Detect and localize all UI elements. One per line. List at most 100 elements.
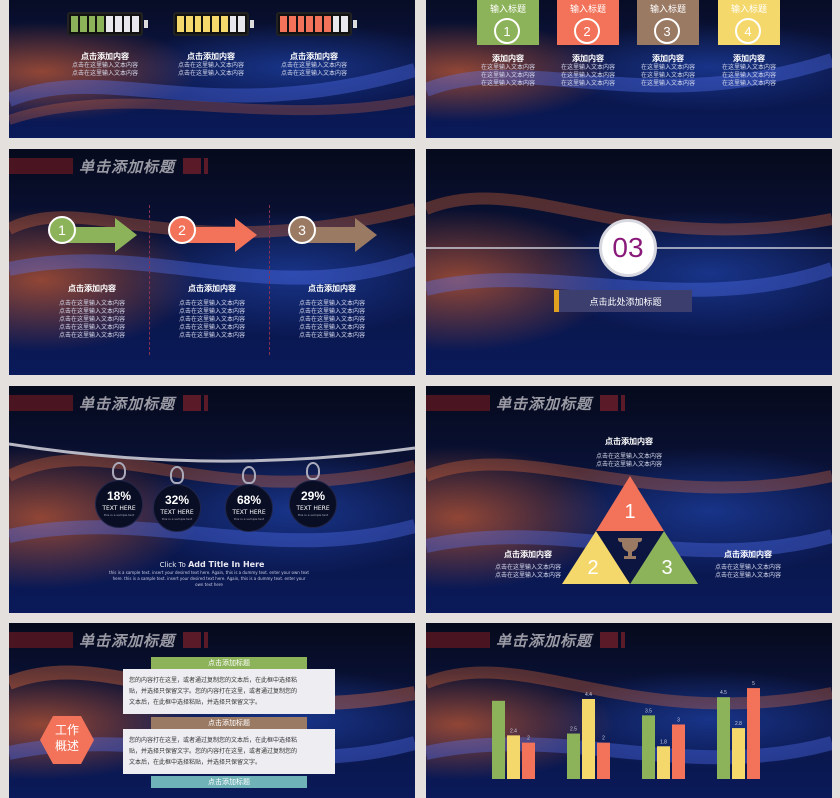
slide-triangle[interactable]: 单击添加标题 点击添加内容 点击在这里输入文本内容 点击在这里输入文本内容 1 … bbox=[426, 386, 832, 613]
triangle-top bbox=[596, 476, 664, 531]
text-block-body: 您的内容打在这里，或者通过复制您的文本后，在此框中选择粘 贴，并选择只保留文字。您… bbox=[123, 729, 335, 774]
text-block[interactable]: 点击添加标题 您的内容打在这里，或者通过复制您的文本后，在此框中选择粘 贴，并选择只… bbox=[123, 717, 335, 774]
chart-bar bbox=[657, 746, 670, 779]
tag-content-line: 在这里输入文本内容 bbox=[480, 72, 535, 79]
arrow-line: 点击在这里输入文本内容 bbox=[298, 308, 365, 315]
chart-bar bbox=[582, 699, 595, 779]
chart-bar bbox=[672, 724, 685, 779]
tag-disc: 29% TEXT HERE this is a sample text bbox=[289, 480, 337, 528]
chart-data-label: 3 bbox=[677, 717, 680, 723]
numbered-tag-item[interactable]: 输入标题 4 添加内容 在这里输入文本内容 在这里输入文本内容 在这里输入文本内容 bbox=[717, 0, 781, 88]
slide-work-overview[interactable]: 单击添加标题 工作 概述 点击添加标题 您的内容打在这里，或者通过复制您的文本后，… bbox=[9, 623, 415, 798]
chart-bar bbox=[507, 735, 520, 779]
tag-number: 1 bbox=[503, 23, 511, 39]
tag-sub: this is a sample text bbox=[161, 517, 193, 521]
wave-background bbox=[9, 63, 415, 125]
numbered-tag-item[interactable]: 输入标题 2 添加内容 在这里输入文本内容 在这里输入文本内容 在这里输入文本内容 bbox=[556, 0, 620, 88]
tag-content-line: 在这里输入文本内容 bbox=[640, 64, 695, 71]
slide-header: 单击添加标题 bbox=[426, 631, 626, 650]
text-block-line: 贴，并选择只保留文字。您的内容打在这里，或者通过复制您的 bbox=[129, 748, 298, 755]
battery-item[interactable]: 点击添加内容 点击在这里输入文本内容 点击在这里输入文本内容 bbox=[65, 12, 148, 78]
trophy-icon bbox=[618, 538, 642, 559]
slide-bar-chart[interactable]: 单击添加标题 2.4 2 2.5 4.4 2 3.5 1.8 3 4.5 2.8 5 bbox=[426, 623, 832, 798]
hexagon-shape bbox=[40, 716, 94, 764]
triangle-left bbox=[562, 531, 630, 584]
arrow-lines: 点击在这里输入文本内容 点击在这里输入文本内容 点击在这里输入文本内容 点击在这里输入… bbox=[167, 300, 257, 340]
arrow-line: 点击在这里输入文本内容 bbox=[58, 324, 125, 331]
header-bar bbox=[426, 632, 490, 648]
tag-disc: 32% TEXT HERE this is a sample text bbox=[153, 484, 201, 532]
text-block-heading: 点击添加标题 bbox=[151, 717, 307, 729]
header-title: 单击添加标题 bbox=[79, 631, 176, 650]
arrow-lines: 点击在这里输入文本内容 点击在这里输入文本内容 点击在这里输入文本内容 点击在这里输入… bbox=[47, 300, 137, 340]
text-block[interactable]: 点击添加标题 bbox=[123, 776, 335, 788]
arrow-title: 点击添加内容 bbox=[188, 284, 236, 293]
battery-segment bbox=[97, 16, 104, 32]
slide-arrows[interactable]: 单击添加标题 1 点击添加内容 点击在这里输入文本内容 点击在这里输入文本内容 点击在这… bbox=[9, 149, 415, 375]
arrow-line: 点击在这里输入文本内容 bbox=[298, 316, 365, 323]
battery-line: 点击在这里输入文本内容 bbox=[280, 62, 347, 69]
tag-content-line: 在这里输入文本内容 bbox=[480, 80, 535, 87]
numbered-tag-item[interactable]: 输入标题 3 添加内容 在这里输入文本内容 在这里输入文本内容 在这里输入文本内容 bbox=[636, 0, 700, 88]
section-title-box[interactable]: 点击此处添加标题 bbox=[554, 290, 692, 312]
section-number-circle: 03 bbox=[599, 219, 657, 277]
tag-disc: 68% TEXT HERE this is a sample text bbox=[225, 484, 273, 532]
battery-segment bbox=[88, 16, 96, 32]
hanging-tag[interactable]: 32% TEXT HERE this is a sample text bbox=[153, 466, 201, 532]
tag-content-line: 在这里输入文本内容 bbox=[721, 64, 776, 71]
tag-card: 输入标题 1 bbox=[477, 0, 539, 45]
battery-icon bbox=[173, 12, 254, 36]
battery-segment bbox=[323, 16, 331, 32]
chart-data-label: 1.8 bbox=[660, 739, 667, 745]
battery-item[interactable]: 点击添加内容 点击在这里输入文本内容 点击在这里输入文本内容 bbox=[171, 12, 254, 78]
battery-segment bbox=[306, 16, 313, 32]
tag-content-line: 在这里输入文本内容 bbox=[640, 72, 695, 79]
battery-icon bbox=[276, 12, 357, 36]
arrow-line: 点击在这里输入文本内容 bbox=[58, 300, 125, 307]
right-line: 点击在这里输入文本内容 bbox=[714, 572, 781, 579]
hanging-tag[interactable]: 18% TEXT HERE this is a sample text bbox=[95, 462, 143, 528]
hanging-tag[interactable]: 29% TEXT HERE this is a sample text bbox=[289, 462, 337, 528]
battery-line: 点击在这里输入文本内容 bbox=[177, 62, 244, 69]
tag-percent: 29% bbox=[300, 489, 326, 503]
slide-hanging-tags[interactable]: 单击添加标题 18% TEXT HERE this is a sample text… bbox=[9, 386, 415, 613]
hanging-tag[interactable]: 68% TEXT HERE this is a sample text bbox=[225, 466, 273, 532]
slide-section-divider[interactable]: 03 点击此处添加标题 bbox=[426, 149, 832, 375]
battery-segment bbox=[185, 16, 193, 32]
chart-data-label: 4.4 bbox=[585, 692, 592, 698]
tag-number-circle: 3 bbox=[654, 18, 680, 44]
arrow-number: 2 bbox=[178, 222, 186, 238]
tag-content-line: 在这里输入文本内容 bbox=[480, 64, 535, 71]
battery-segment bbox=[238, 16, 245, 32]
arrow-item[interactable]: 3 点击添加内容 点击在这里输入文本内容 点击在这里输入文本内容 点击在这里输入文本内容… bbox=[287, 215, 377, 340]
chart-bar bbox=[492, 700, 505, 779]
arrow-item[interactable]: 1 点击添加内容 点击在这里输入文本内容 点击在这里输入文本内容 点击在这里输入文本内容… bbox=[47, 215, 137, 340]
header-bar bbox=[9, 395, 73, 411]
text-block-line: 您的内容打在这里，或者通过复制您的文本后，在此框中选择粘 bbox=[129, 677, 298, 684]
battery-item[interactable]: 点击添加内容 点击在这里输入文本内容 点击在这里输入文本内容 bbox=[274, 12, 357, 78]
text-block[interactable]: 点击添加标题 您的内容打在这里，或者通过复制您的文本后，在此框中选择粘 贴，并选择只… bbox=[123, 657, 335, 714]
tag-hook bbox=[112, 462, 126, 480]
battery-tip bbox=[144, 20, 148, 28]
left-title: 点击添加内容 bbox=[504, 550, 552, 559]
chart-bar bbox=[717, 697, 730, 779]
tag-title: 输入标题 bbox=[489, 5, 526, 15]
battery-line: 点击在这里输入文本内容 bbox=[280, 70, 347, 77]
tag-number: 3 bbox=[663, 23, 671, 39]
chart-bar bbox=[732, 728, 745, 779]
arrow-line: 点击在这里输入文本内容 bbox=[298, 300, 365, 307]
divider bbox=[269, 205, 270, 355]
numbered-tag-item[interactable]: 输入标题 1 添加内容 在这里输入文本内容 在这里输入文本内容 在这里输入文本内容 bbox=[476, 0, 540, 88]
header-bar bbox=[183, 158, 202, 174]
tag-label: TEXT HERE bbox=[160, 509, 194, 516]
battery-segment bbox=[315, 16, 322, 32]
tag-content-title: 添加内容 bbox=[652, 54, 684, 63]
arrow-item[interactable]: 2 点击添加内容点击在这里输入文本内容 点击在这里输入文本内容 点击在这里输入文本内容… bbox=[167, 215, 257, 340]
section-number: 03 bbox=[612, 232, 644, 263]
text-block-line: 贴，并选择只保留文字。您的内容打在这里，或者通过复制您的 bbox=[129, 688, 298, 695]
slide-numbered-tags[interactable]: 输入标题 1 添加内容 在这里输入文本内容 在这里输入文本内容 在这里输入文本内容 输入标题… bbox=[426, 0, 832, 138]
header-bar bbox=[183, 395, 202, 411]
slide-batteries[interactable]: 点击添加内容 点击在这里输入文本内容 点击在这里输入文本内容 点击添加内容 点击在这里输… bbox=[9, 0, 415, 138]
tag-title: 输入标题 bbox=[730, 5, 767, 15]
tag-content-line: 在这里输入文本内容 bbox=[560, 80, 615, 87]
